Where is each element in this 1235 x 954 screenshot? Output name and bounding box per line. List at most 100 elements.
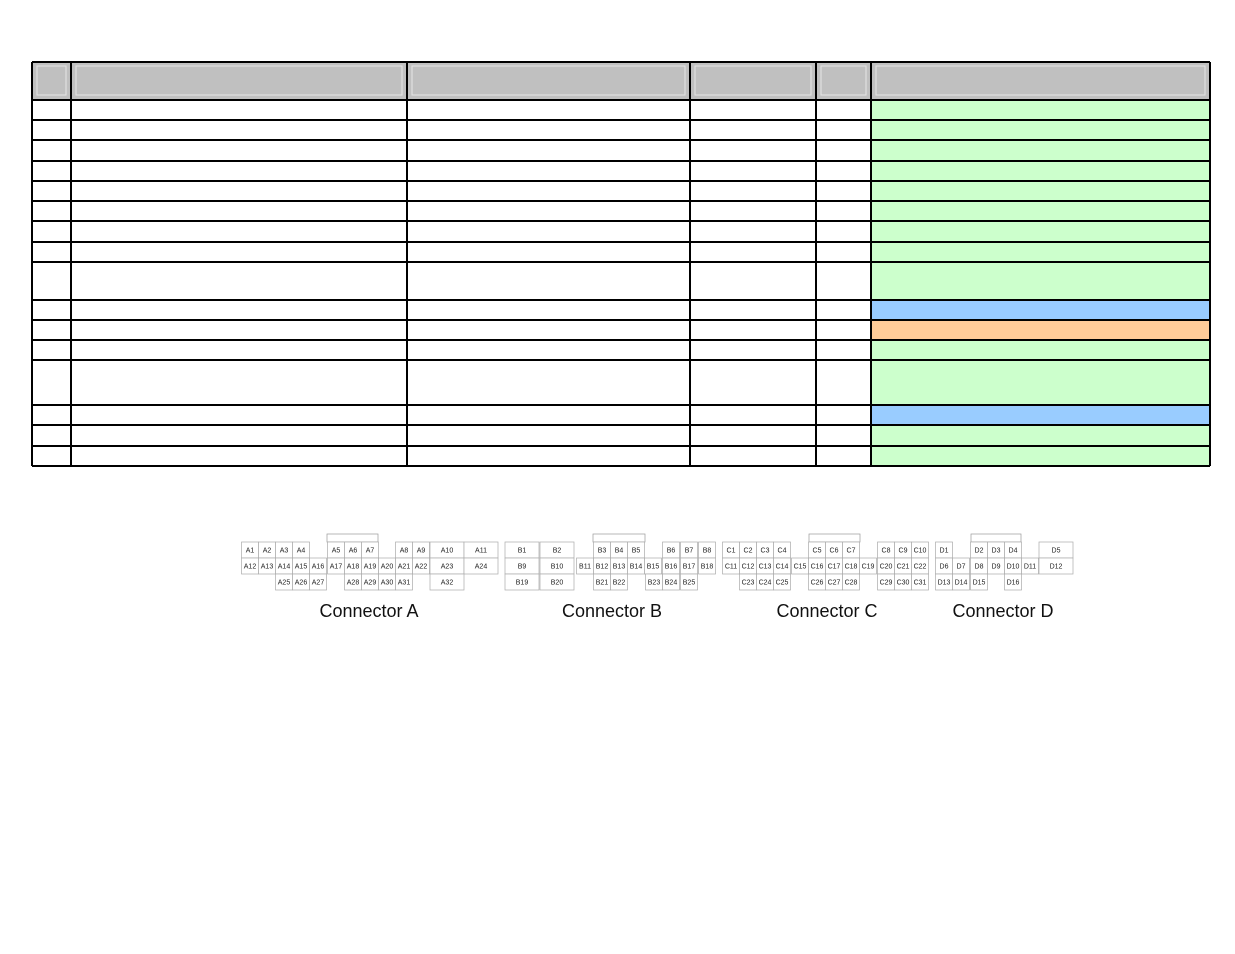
pin-label: A10 <box>441 547 454 554</box>
pin-label: D5 <box>1052 547 1061 554</box>
status-cell <box>871 201 1210 221</box>
pin-label: A13 <box>261 563 274 570</box>
status-cell <box>871 161 1210 181</box>
pin-cell <box>859 557 877 575</box>
pin-label: C3 <box>761 547 770 554</box>
pin-cell <box>539 573 575 591</box>
pin-label: D12 <box>1050 563 1063 570</box>
pin-label: D2 <box>975 547 984 554</box>
pin-label: B24 <box>665 579 678 586</box>
pin-label: C19 <box>862 563 875 570</box>
pin-label: D6 <box>940 563 949 570</box>
pin-cell <box>842 573 860 591</box>
pin-label: C12 <box>742 563 755 570</box>
pin-label: D9 <box>992 563 1001 570</box>
pin-label: A25 <box>278 579 291 586</box>
pin-label: A9 <box>417 547 426 554</box>
pin-label: A11 <box>475 547 487 554</box>
pin-label: C25 <box>776 579 789 586</box>
pin-label: B6 <box>667 547 676 554</box>
pin-label: C17 <box>828 563 841 570</box>
pin-label: C22 <box>914 563 927 570</box>
pin-label: C4 <box>778 547 787 554</box>
pin-label: B21 <box>596 579 609 586</box>
status-cell <box>871 262 1210 300</box>
pin-label: A27 <box>312 579 325 586</box>
connector-name: Connector B <box>562 601 662 621</box>
status-cell <box>871 405 1210 425</box>
pin-label: D13 <box>938 579 951 586</box>
pin-label: D1 <box>940 547 949 554</box>
pin-label: B7 <box>685 547 694 554</box>
pin-label: C9 <box>899 547 908 554</box>
pin-cell <box>610 573 628 591</box>
pin-label: A23 <box>441 563 454 570</box>
pin-label: C21 <box>897 563 910 570</box>
pin-label: A20 <box>381 563 394 570</box>
pin-cell <box>1004 573 1022 591</box>
pin-label: B5 <box>632 547 641 554</box>
pin-label: C23 <box>742 579 755 586</box>
pin-cell <box>429 573 465 591</box>
pin-label: C27 <box>828 579 841 586</box>
pin-label: A22 <box>415 563 428 570</box>
status-cell <box>871 221 1210 242</box>
status-cell <box>871 242 1210 262</box>
pin-label: A7 <box>366 547 375 554</box>
pin-label: C1 <box>727 547 736 554</box>
pin-label: B2 <box>553 547 562 554</box>
pin-label: A14 <box>278 563 291 570</box>
pin-cell <box>463 557 499 575</box>
pin-cell <box>1038 557 1074 575</box>
pin-label: B19 <box>516 579 529 586</box>
pin-label: B13 <box>613 563 626 570</box>
pin-label: C10 <box>914 547 927 554</box>
pin-cell <box>309 573 327 591</box>
pin-label: D16 <box>1007 579 1020 586</box>
header-cell <box>36 65 67 96</box>
status-cell <box>871 100 1210 120</box>
pin-label: B17 <box>683 563 696 570</box>
pin-cell <box>698 557 716 575</box>
pin-label: C11 <box>725 563 737 570</box>
pin-label: D4 <box>1009 547 1018 554</box>
pin-label: C18 <box>845 563 858 570</box>
pin-label: D7 <box>957 563 966 570</box>
pin-label: D3 <box>992 547 1001 554</box>
pin-label: C26 <box>811 579 824 586</box>
pin-label: C20 <box>880 563 893 570</box>
pin-label: D14 <box>955 579 968 586</box>
pin-label: D8 <box>975 563 984 570</box>
connector-name: Connector A <box>319 601 418 621</box>
pin-label: A5 <box>332 547 341 554</box>
connector-latch <box>326 533 379 543</box>
pin-label: A19 <box>364 563 377 570</box>
header-cell <box>75 65 403 96</box>
pin-label: B10 <box>551 563 564 570</box>
pin-label: B9 <box>518 563 527 570</box>
pin-label: B20 <box>551 579 564 586</box>
pin-label: C13 <box>759 563 772 570</box>
pin-label: C14 <box>776 563 789 570</box>
status-cell <box>871 425 1210 446</box>
pin-label: A29 <box>364 579 377 586</box>
pin-label: C15 <box>794 563 807 570</box>
table-header <box>32 62 1210 100</box>
pin-label: C31 <box>914 579 927 586</box>
pin-label: B23 <box>648 579 661 586</box>
status-cell <box>871 140 1210 161</box>
pin-label: B14 <box>630 563 643 570</box>
status-cell <box>871 300 1210 320</box>
pin-label: A6 <box>349 547 358 554</box>
pin-label: B16 <box>665 563 678 570</box>
header-cell <box>820 65 867 96</box>
pin-cell <box>395 573 413 591</box>
connector-latch <box>592 533 646 543</box>
pin-cell <box>1021 557 1039 575</box>
header-cell <box>411 65 686 96</box>
pin-label: A24 <box>475 563 488 570</box>
pin-label: A15 <box>295 563 308 570</box>
pin-cell <box>970 573 988 591</box>
status-cell <box>871 120 1210 140</box>
pin-label: A21 <box>398 563 411 570</box>
